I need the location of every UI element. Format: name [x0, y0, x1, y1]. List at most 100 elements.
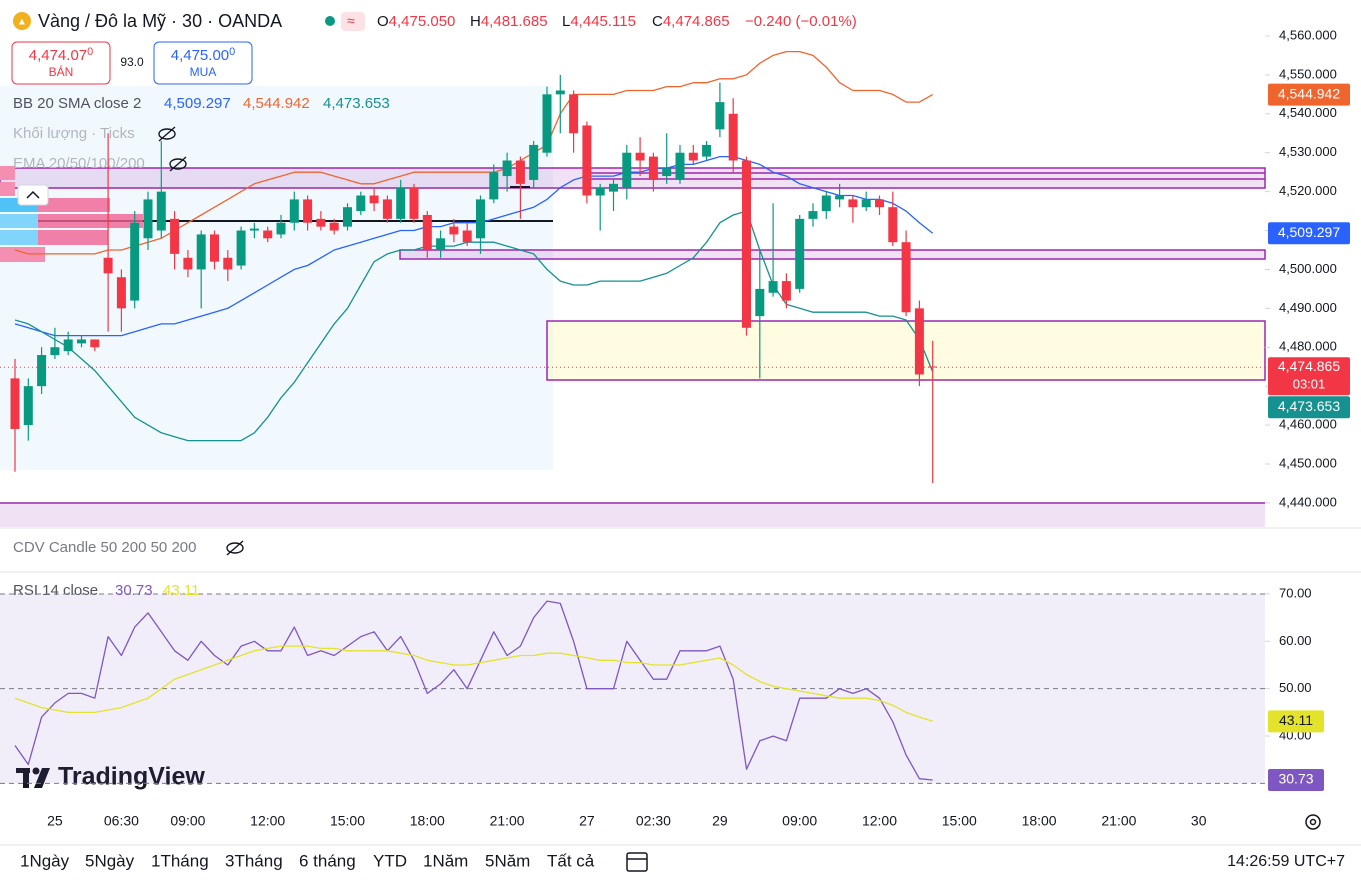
range-button[interactable]: 1Năm — [423, 851, 468, 870]
y-tick-label: 4,550.000 — [1279, 66, 1337, 81]
y-tick-label: 4,460.000 — [1279, 417, 1337, 432]
eye-off-icon[interactable] — [169, 156, 187, 172]
candle-body — [835, 195, 845, 200]
buy-button[interactable] — [153, 41, 253, 85]
ohlc-change: −0.240 (−0.01%) — [745, 13, 857, 30]
y-tick-label: 4,480.000 — [1279, 339, 1337, 354]
range-button[interactable]: Tất cả — [547, 851, 595, 870]
range-button[interactable]: 1Tháng — [151, 851, 209, 870]
x-tick-label: 02:30 — [636, 813, 671, 829]
buy-price: 4,475.000 — [171, 46, 236, 64]
candle-body — [755, 288, 765, 317]
range-button[interactable]: 5Năm — [485, 851, 530, 870]
logo-part — [32, 767, 40, 775]
candle-body — [289, 199, 299, 223]
profile-bar — [38, 214, 143, 228]
symbol-icon — [13, 12, 31, 30]
candle-body — [409, 187, 419, 219]
candle-body — [808, 211, 818, 219]
candle-body — [688, 152, 698, 161]
candle-body — [343, 207, 352, 227]
candle-body — [768, 281, 778, 293]
badge — [341, 12, 365, 31]
ohlc-key: L — [562, 13, 570, 30]
date-range-icon[interactable] — [626, 852, 648, 872]
candle-body — [555, 90, 565, 95]
sell-button[interactable] — [11, 41, 111, 85]
indicator-legend: Khối lượng · Ticks — [13, 125, 135, 142]
x-tick-label: 12:00 — [250, 813, 285, 829]
candle-body — [675, 152, 685, 180]
plot-layer: 4,560.000 4,550.000 4,540.000 4,530.000 4,52… — [0, 27, 1350, 870]
candle-body — [143, 199, 153, 239]
eye-off-icon[interactable] — [226, 540, 244, 556]
candle-body — [422, 214, 432, 250]
candle-body — [77, 339, 86, 344]
indicator-legend: BB 20 SMA close 2 — [13, 95, 141, 112]
range-button[interactable]: 5Ngày — [85, 851, 135, 870]
sell-label: BÁN — [49, 64, 74, 79]
ohlc-item: L4,445.115 — [562, 13, 636, 30]
eye-shape — [169, 158, 187, 170]
price-tag-label: 4,544.942 — [1278, 85, 1340, 101]
candle-body — [662, 168, 672, 177]
y-tick-label: 70.00 — [1279, 585, 1312, 600]
candle-body — [515, 160, 525, 184]
candle-body — [569, 94, 579, 134]
candle-body — [609, 183, 618, 192]
x-tick-label: 29 — [712, 813, 728, 829]
eye-slash — [226, 540, 244, 556]
sell-price: 4,474.070 — [29, 46, 94, 64]
x-tick-label: 09:00 — [170, 813, 205, 829]
candle-body — [702, 144, 712, 157]
buy-price-main: 4,475.00 — [171, 47, 229, 64]
candle-body — [622, 152, 632, 188]
candle-body — [396, 187, 406, 219]
y-tick-label: 4,500.000 — [1279, 261, 1337, 276]
candle-body — [116, 277, 126, 309]
y-tick-label: 4,490.000 — [1279, 300, 1337, 315]
value-tag-label: 30.73 — [1278, 771, 1313, 787]
x-tick-label: 18:00 — [1022, 813, 1057, 829]
candle-body — [502, 160, 512, 177]
icon-part — [626, 852, 648, 872]
status-dot — [325, 16, 335, 26]
range-button[interactable]: YTD — [373, 851, 407, 870]
buy-label: MUA — [190, 65, 217, 79]
candle-body — [223, 257, 233, 270]
candle-body — [529, 144, 539, 180]
bb-line — [14, 210, 934, 442]
candle-body — [10, 378, 20, 429]
x-tick-label: 09:00 — [782, 813, 817, 829]
candle-body — [356, 195, 366, 212]
y-tick-label: 4,440.000 — [1279, 494, 1337, 509]
candle-body — [648, 156, 658, 180]
range-button[interactable]: 1Ngày — [20, 851, 70, 870]
candle-body — [914, 308, 924, 375]
eye-off-icon[interactable] — [158, 126, 176, 142]
sell-price-main: 4,474.07 — [29, 47, 87, 64]
y-tick-label: 4,530.000 — [1279, 144, 1337, 159]
eye-shape — [226, 542, 244, 554]
candle-body — [715, 102, 725, 130]
profile-bar — [0, 230, 38, 245]
last-price-label: 4,474.865 — [1278, 358, 1340, 374]
value-tag — [1268, 710, 1324, 733]
candle-body — [23, 386, 33, 426]
candle-body — [542, 94, 552, 153]
profile-bar — [0, 214, 38, 228]
collapse-button[interactable] — [17, 184, 49, 206]
price-tag-label: 4,509.297 — [1278, 224, 1340, 240]
candle-body — [276, 222, 286, 235]
settings-icon[interactable] — [1305, 814, 1321, 830]
zone — [546, 320, 1266, 381]
legend-value: 4,473.653 — [323, 95, 390, 112]
range-button[interactable]: 6 tháng — [299, 851, 356, 870]
indicator-legend: EMA 20/50/100/200 — [13, 155, 145, 172]
profile-bar — [0, 166, 15, 180]
candle-body — [848, 199, 858, 208]
candle-body — [728, 113, 738, 161]
range-button[interactable]: 3Tháng — [225, 851, 283, 870]
x-tick-label: 21:00 — [1101, 813, 1136, 829]
value-tag-label: 43.11 — [1279, 712, 1313, 728]
